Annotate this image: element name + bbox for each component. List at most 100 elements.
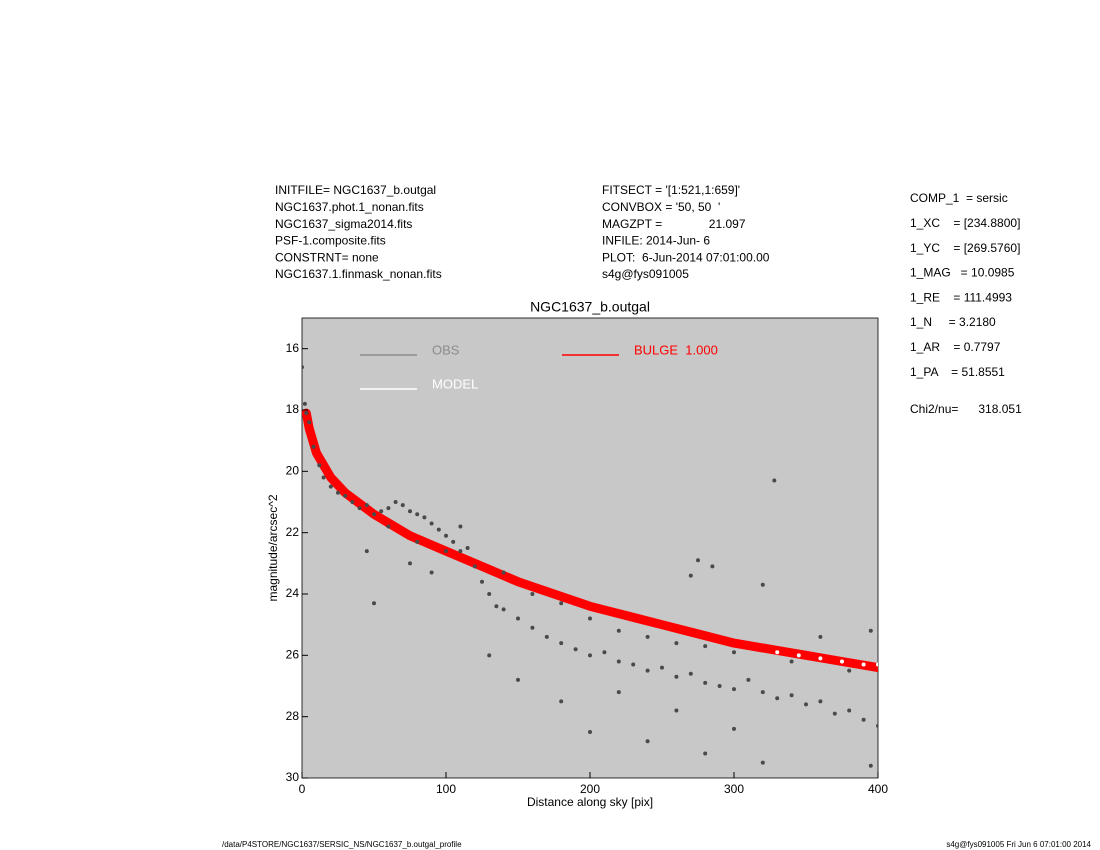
data-point xyxy=(480,579,484,584)
data-point xyxy=(588,616,592,621)
data-point xyxy=(408,509,412,514)
data-point xyxy=(487,653,492,658)
parameter-line: 1_XC = [234.8800] xyxy=(910,216,1020,230)
chi-square: Chi2/nu= 318.051 xyxy=(910,402,1022,416)
data-point xyxy=(321,475,326,480)
data-point xyxy=(328,484,333,489)
data-point xyxy=(588,653,592,658)
header-middle-line: s4g@fys091005 xyxy=(602,267,689,281)
data-point xyxy=(876,662,878,667)
data-point xyxy=(616,628,621,633)
data-point xyxy=(732,650,736,655)
parameter-line: 1_PA = 51.8551 xyxy=(910,365,1005,379)
parameter-line: 1_RE = 111.4993 xyxy=(910,290,1012,304)
data-point xyxy=(674,674,679,679)
chart-title: NGC1637_b.outgal xyxy=(530,299,650,315)
parameter-line: 1_N = 3.2180 xyxy=(910,315,996,329)
data-point xyxy=(501,570,506,575)
data-point xyxy=(343,493,348,498)
header-left-line: PSF-1.composite.fits xyxy=(275,234,386,248)
data-point xyxy=(868,763,873,768)
data-point xyxy=(530,592,535,596)
data-point xyxy=(415,512,420,517)
legend-label: BULGE 1.000 xyxy=(634,342,718,357)
data-point xyxy=(364,503,369,508)
data-point xyxy=(302,401,307,406)
y-tick-label: 24 xyxy=(286,586,300,600)
data-point xyxy=(458,524,463,529)
x-tick-label: 200 xyxy=(580,782,600,796)
data-point xyxy=(840,659,844,664)
data-point xyxy=(386,506,391,511)
data-point xyxy=(465,546,470,550)
data-point xyxy=(861,717,866,722)
data-point xyxy=(304,411,309,416)
y-tick-label: 26 xyxy=(286,648,300,662)
data-point xyxy=(696,558,700,563)
data-point xyxy=(364,549,369,554)
data-point xyxy=(804,702,808,707)
data-point xyxy=(760,690,765,695)
parameter-line: 1_MAG = 10.0985 xyxy=(910,266,1015,280)
data-point xyxy=(422,515,427,520)
data-point xyxy=(436,527,441,532)
model-band xyxy=(302,408,878,673)
data-point xyxy=(847,668,852,673)
y-tick-label: 30 xyxy=(286,770,300,784)
data-point xyxy=(336,490,340,495)
data-point xyxy=(559,699,564,704)
data-point xyxy=(444,533,448,538)
data-point xyxy=(372,512,376,517)
y-tick-label: 22 xyxy=(286,525,300,539)
data-point xyxy=(674,641,679,646)
data-point xyxy=(573,647,578,652)
data-point xyxy=(868,628,873,633)
x-tick-label: 400 xyxy=(868,782,888,796)
data-point xyxy=(688,671,693,676)
data-point xyxy=(772,478,777,483)
data-point xyxy=(444,549,448,554)
y-tick-label: 20 xyxy=(286,464,300,478)
header-left-line: INITFILE= NGC1637_b.outgal xyxy=(275,183,436,197)
data-point xyxy=(818,634,823,639)
data-point xyxy=(400,503,405,508)
data-point xyxy=(302,365,304,370)
data-point xyxy=(429,570,434,575)
y-axis-label: magnitude/arcsec^2 xyxy=(266,494,280,601)
data-point xyxy=(732,687,736,692)
y-tick-label: 28 xyxy=(286,709,300,723)
data-point xyxy=(703,644,708,649)
y-tick-label: 16 xyxy=(286,341,300,355)
data-point xyxy=(487,592,492,596)
x-tick-label: 0 xyxy=(299,782,306,796)
data-point xyxy=(645,668,650,673)
data-point xyxy=(494,604,499,609)
header-middle-line: INFILE: 2014-Jun- 6 xyxy=(602,234,710,248)
x-tick-label: 100 xyxy=(436,782,456,796)
data-point xyxy=(357,506,362,511)
data-point xyxy=(746,677,751,682)
legend-label: OBS xyxy=(432,342,460,357)
parameter-line: 1_AR = 0.7797 xyxy=(910,340,1001,354)
footer-path: /data/P4STORE/NGC1637/SERSIC_NS/NGC1637_… xyxy=(222,840,462,849)
data-point xyxy=(796,653,801,658)
y-tick-label: 18 xyxy=(286,402,300,416)
data-point xyxy=(379,509,384,514)
x-axis-label: Distance along sky [pix] xyxy=(527,795,653,809)
data-point xyxy=(317,463,322,468)
data-point xyxy=(307,420,312,425)
data-point xyxy=(832,711,837,716)
data-point xyxy=(472,564,477,569)
data-point xyxy=(544,634,549,639)
header-middle-line: MAGZPT = 21.097 xyxy=(602,217,746,231)
data-point xyxy=(717,684,722,688)
data-point xyxy=(588,730,592,734)
data-point xyxy=(789,693,794,698)
header-middle-line: PLOT: 6-Jun-2014 07:01:00.00 xyxy=(602,250,770,264)
legend-label: MODEL xyxy=(432,376,478,391)
header-left-line: NGC1637_sigma2014.fits xyxy=(275,217,412,231)
header-middle-line: CONVBOX = '50, 50 ' xyxy=(602,200,720,214)
data-point xyxy=(616,659,621,664)
data-point xyxy=(616,690,621,695)
